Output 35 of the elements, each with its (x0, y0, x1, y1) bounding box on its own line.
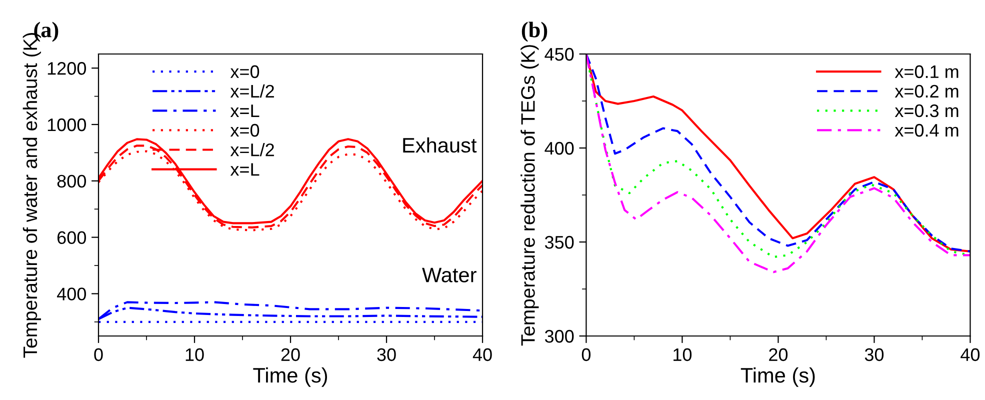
y-tick-label: 450 (544, 48, 574, 61)
legend-label: x=L (230, 163, 260, 176)
x-tick-label: 20 (769, 348, 788, 362)
x-tick-label: 40 (960, 348, 980, 362)
y-tick-label: 600 (57, 231, 86, 244)
x-tick-label: 10 (186, 348, 204, 362)
legend-label: x=L/2 (230, 84, 274, 98)
legend-label: x=0.1 m (894, 65, 958, 78)
y-tick-label: 400 (544, 142, 574, 155)
x-tick-label: 0 (582, 348, 591, 362)
legend-label: x=0.4 m (894, 124, 958, 137)
legend-label: x=0 (230, 124, 260, 137)
x-axis-title: Time (s) (740, 367, 815, 387)
x-tick-label: 30 (864, 348, 884, 362)
y-tick-label: 350 (544, 236, 574, 249)
y-axis-title: Temperature reduction of TEGs (K) (520, 45, 539, 346)
y-tick-label: 1000 (48, 118, 86, 132)
x-tick-label: 30 (377, 348, 396, 362)
x-tick-label: 10 (674, 348, 692, 362)
legend-label: x=0 (230, 65, 260, 78)
y-tick-label: 300 (544, 330, 574, 343)
annotation: Water (422, 268, 476, 282)
legend-label: x=0.2 m (894, 84, 958, 98)
legend-label: x=L (230, 104, 260, 117)
legend-label: x=0.3 m (894, 104, 958, 118)
y-tick-label: 400 (56, 288, 86, 300)
x-tick-label: 40 (472, 348, 492, 362)
annotation: Exhaust (403, 137, 477, 153)
legend-label: x=L/2 (230, 142, 274, 156)
x-tick-label: 0 (94, 348, 103, 362)
y-tick-label: 800 (57, 174, 86, 188)
x-tick-label: 20 (281, 348, 300, 362)
chart-title: (b) (522, 22, 548, 42)
x-axis-title: Time (s) (253, 367, 328, 387)
y-tick-label: 1200 (48, 62, 86, 75)
